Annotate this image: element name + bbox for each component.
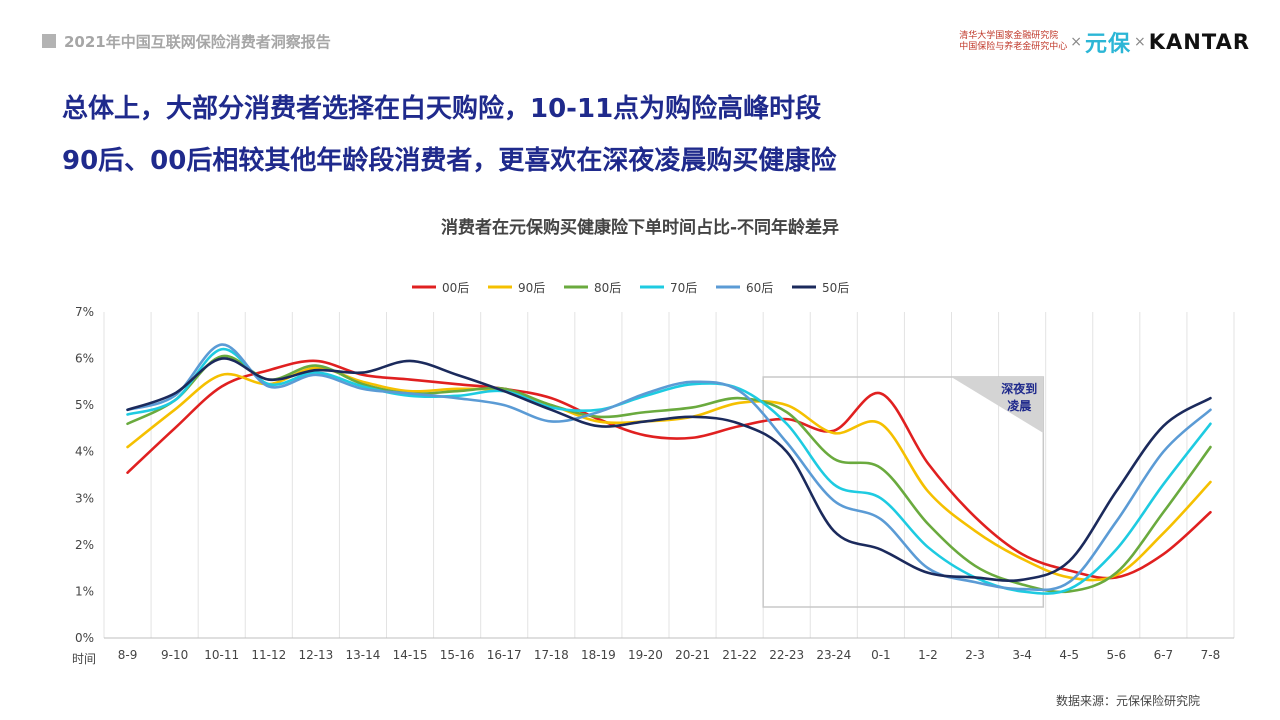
highlight-region [762, 376, 1045, 608]
headline-line1: 总体上，大部分消费者选择在白天购险，10-11点为购险高峰时段 [62, 94, 822, 124]
highlight-label-line1: 深夜到 [1001, 381, 1037, 396]
y-tick-label: 1% [75, 584, 94, 598]
report-title-marker [42, 34, 56, 48]
legend-label: 60后 [746, 281, 773, 295]
x-tick-label: 3-4 [1012, 648, 1032, 662]
y-tick-label: 0% [75, 631, 94, 645]
institute-logo-line1: 清华大学国家金融研究院 [959, 31, 1059, 41]
logo-separator: × [1134, 34, 1146, 50]
headline-line2: 90后、00后相较其他年龄段消费者，更喜欢在深夜凌晨购买健康险 [62, 146, 837, 176]
data-source: 数据来源：元保保险研究院 [1055, 694, 1200, 708]
x-tick-label: 2-3 [965, 648, 985, 662]
x-tick-label: 20-21 [675, 648, 710, 662]
series-line [126, 359, 1212, 580]
x-tick-label: 1-2 [918, 648, 938, 662]
series-line [126, 354, 1212, 594]
x-tick-label: 10-11 [204, 648, 239, 662]
chart-title: 消费者在元保购买健康险下单时间占比-不同年龄差异 [441, 217, 839, 238]
y-tick-label: 2% [75, 538, 94, 552]
legend-label: 50后 [822, 281, 849, 295]
x-tick-label: 5-6 [1106, 648, 1126, 662]
legend-label: 70后 [670, 281, 697, 295]
y-tick-label: 5% [75, 398, 94, 412]
legend-label: 90后 [518, 281, 545, 295]
logo-separator: × [1070, 34, 1083, 50]
institute-logo-line2: 中国保险与养老金研究中心 [959, 42, 1068, 52]
x-tick-label: 19-20 [628, 648, 663, 662]
y-tick-label: 4% [75, 445, 94, 459]
highlight-corner-flag [951, 377, 1044, 433]
x-tick-label: 9-10 [161, 648, 188, 662]
y-tick-label: 6% [75, 352, 94, 366]
series-line [126, 366, 1212, 582]
x-tick-label: 13-14 [346, 648, 381, 662]
logo-group: 清华大学国家金融研究院 中国保险与养老金研究中心 × 元保 × KANTAR [959, 26, 1250, 58]
legend-label: 80后 [594, 281, 621, 295]
x-tick-label: 21-22 [722, 648, 757, 662]
y-tick-label: 3% [75, 491, 94, 505]
x-tick-label: 8-9 [118, 648, 138, 662]
x-tick-label: 12-13 [298, 648, 333, 662]
report-title: 2021年中国互联网保险消费者洞察报告 [64, 33, 331, 51]
x-tick-label: 4-5 [1059, 648, 1079, 662]
institute-logo: 清华大学国家金融研究院 中国保险与养老金研究中心 [959, 31, 1067, 53]
kantar-logo: KANTAR [1148, 30, 1250, 54]
x-tick-label: 14-15 [393, 648, 428, 662]
legend-label: 00后 [442, 281, 469, 295]
x-axis-title: 时间 [72, 652, 96, 666]
x-tick-label: 18-19 [581, 648, 616, 662]
x-tick-label: 23-24 [816, 648, 851, 662]
series-line [126, 343, 1212, 592]
x-tick-label: 6-7 [1154, 648, 1174, 662]
yuanbao-logo: 元保 [1085, 32, 1132, 57]
x-tick-label: 7-8 [1201, 648, 1221, 662]
x-tick-label: 17-18 [534, 648, 569, 662]
x-tick-label: 15-16 [440, 648, 475, 662]
x-tick-label: 16-17 [487, 648, 522, 662]
x-tick-label: 11-12 [251, 648, 286, 662]
x-tick-label: 22-23 [769, 648, 804, 662]
y-tick-label: 7% [75, 305, 94, 319]
x-tick-label: 0-1 [871, 648, 891, 662]
highlight-label-line2: 凌晨 [1007, 398, 1032, 413]
series-line [126, 347, 1212, 595]
series-line [126, 357, 1212, 583]
